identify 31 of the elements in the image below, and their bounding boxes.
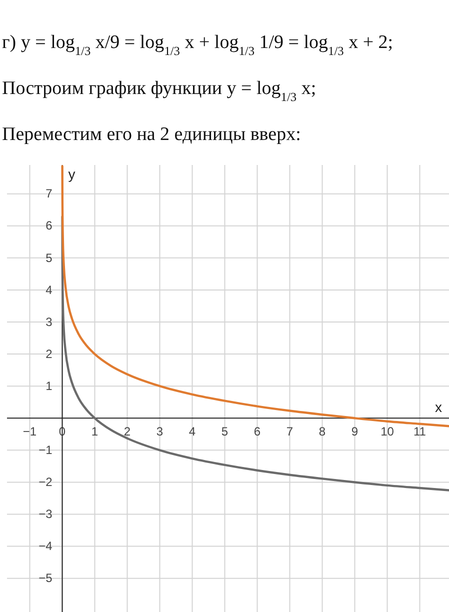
x-tick-label: 7: [286, 424, 294, 439]
x-tick-label: 9: [351, 424, 358, 439]
y-tick-label: −1: [38, 443, 53, 458]
line-series: [61, 215, 449, 492]
y-tick-label: 3: [46, 314, 53, 329]
y-tick-label: 2: [46, 346, 53, 361]
x-tick-label: 8: [318, 424, 326, 439]
y-tick-label: −4: [38, 539, 53, 554]
y-tick-label: 6: [46, 218, 53, 233]
x-tick-label: 1: [91, 424, 98, 439]
y-tick-label: 1: [46, 378, 53, 393]
x-tick-label: 3: [156, 424, 164, 439]
chart-title: г) y = log$_{1/3}$ x/9 = log$_{1/3}$ x + log$_{1/3}$ 1/9 = log$_{1/3}$ x + 2;: [2, 32, 394, 58]
x-tick-label: 2: [124, 424, 131, 439]
chart-subtitle: Построим график функции y = log$_{1/3}$ x;: [2, 78, 316, 104]
x-tick-label: 10: [380, 424, 394, 439]
x-tick-label: 6: [254, 424, 261, 439]
x-tick-label: 11: [414, 424, 426, 439]
y-tick-label: −5: [38, 571, 53, 586]
y-tick-label: −2: [38, 475, 53, 490]
x-tick-label: −1: [22, 424, 37, 439]
y-tick-label: −3: [38, 507, 53, 522]
x-tick-label: 5: [221, 424, 228, 439]
y-tick-label: 4: [46, 282, 53, 297]
y-tick-label: 7: [46, 186, 53, 201]
line-series: [61, 165, 449, 428]
x-tick-label: 4: [188, 424, 196, 439]
x-axis-title: x: [435, 399, 442, 416]
y-axis-title: y: [68, 166, 76, 182]
text: Переместим его на 2 единицы вверх:: [2, 124, 301, 145]
y-tick-label: 5: [46, 250, 53, 265]
